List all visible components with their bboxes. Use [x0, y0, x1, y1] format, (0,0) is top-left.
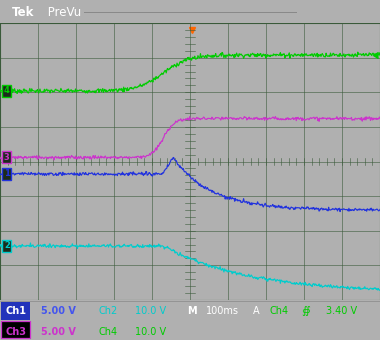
Text: Ch4: Ch4 — [99, 327, 118, 337]
Text: Ch3: Ch3 — [5, 327, 26, 337]
Text: PreVu: PreVu — [44, 5, 81, 18]
Text: 5.00 V: 5.00 V — [41, 327, 76, 337]
FancyBboxPatch shape — [1, 302, 30, 320]
Text: 4: 4 — [4, 86, 10, 96]
Text: 10.0 V: 10.0 V — [135, 306, 166, 316]
Text: Tek: Tek — [11, 5, 34, 18]
Text: 1: 1 — [4, 169, 10, 178]
Text: Ch2: Ch2 — [99, 306, 118, 316]
Text: 2: 2 — [4, 241, 10, 251]
Text: 100ms: 100ms — [206, 306, 239, 316]
FancyBboxPatch shape — [1, 321, 30, 338]
Text: 10.0 V: 10.0 V — [135, 327, 166, 337]
Text: 5.00 V: 5.00 V — [41, 306, 76, 316]
Text: Ch4: Ch4 — [270, 306, 289, 316]
Text: ∯: ∯ — [301, 306, 310, 316]
Text: Ch1: Ch1 — [5, 306, 26, 316]
Text: A: A — [253, 306, 260, 316]
Text: 3.40 V: 3.40 V — [326, 306, 358, 316]
Text: 3: 3 — [4, 153, 10, 162]
Text: M: M — [187, 306, 197, 316]
